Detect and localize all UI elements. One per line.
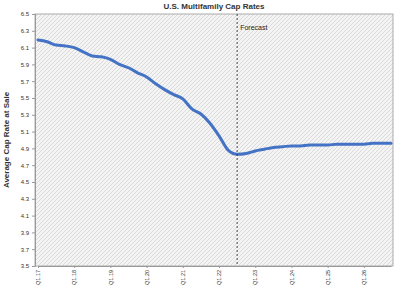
- y-tick-label: 4.1: [21, 213, 30, 219]
- y-tick-label: 5.5: [21, 95, 30, 101]
- y-tick-mark: [32, 132, 35, 133]
- x-tick: Q1.24: [289, 266, 295, 285]
- y-tick: 4.9: [21, 146, 35, 152]
- y-tick-label: 4.5: [21, 179, 30, 185]
- y-tick-label: 3.7: [21, 247, 30, 253]
- y-tick-mark: [32, 14, 35, 15]
- x-tick: Q1.26: [361, 266, 367, 285]
- x-tick: Q1.18: [71, 266, 77, 285]
- x-axis-line: [39, 266, 392, 267]
- x-tick-mark: [328, 266, 329, 268]
- x-tick: Q1.21: [180, 266, 186, 285]
- y-tick-mark: [32, 31, 35, 32]
- y-tick-label: 5.1: [21, 129, 30, 135]
- forecast-label: Forecast: [240, 24, 267, 31]
- chart: 3.5 3.7 3.9 4.1 4.3 4.5 4.7 4.9 5.1 5.3 5.5 5.7 5.9 6…: [0, 0, 400, 290]
- x-tick-mark: [74, 266, 75, 268]
- y-tick-mark: [32, 64, 35, 65]
- y-tick-label: 3.5: [21, 263, 30, 269]
- y-tick-mark: [32, 216, 35, 217]
- x-tick-mark: [110, 266, 111, 268]
- y-tick: 5.7: [21, 79, 35, 85]
- x-tick: Q1.20: [144, 266, 150, 285]
- y-tick-label: 4.7: [21, 163, 30, 169]
- y-tick-mark: [32, 148, 35, 149]
- x-tick: Q1.22: [216, 266, 222, 285]
- y-tick: 6.1: [21, 45, 35, 51]
- x-tick-label: Q1.26: [361, 270, 367, 285]
- y-tick: 6.3: [21, 28, 35, 34]
- x-tick-mark: [291, 266, 292, 268]
- y-tick-mark: [32, 182, 35, 183]
- y-axis: 3.5 3.7 3.9 4.1 4.3 4.5 4.7 4.9 5.1 5.3 5.5 5.7 5.9 6…: [21, 11, 36, 269]
- y-tick-mark: [32, 115, 35, 116]
- chart-title: U.S. Multifamily Cap Rates: [164, 2, 265, 11]
- y-tick-label: 4.3: [21, 196, 30, 202]
- x-tick-mark: [183, 266, 184, 268]
- x-tick-label: Q1.23: [252, 270, 258, 285]
- x-tick: Q1.17: [35, 266, 41, 285]
- x-tick-label: Q1.21: [180, 270, 186, 285]
- y-tick: 5.9: [21, 62, 35, 68]
- y-tick-mark: [32, 98, 35, 99]
- x-tick: Q1.19: [108, 266, 114, 285]
- y-tick-mark: [32, 232, 35, 233]
- x-tick: Q1.23: [252, 266, 258, 285]
- y-tick: 3.7: [21, 247, 35, 253]
- y-tick-label: 5.7: [21, 79, 30, 85]
- x-tick-label: Q1.22: [216, 270, 222, 285]
- plot-area: [35, 14, 393, 266]
- x-tick-mark: [364, 266, 365, 268]
- y-tick-label: 5.9: [21, 62, 30, 68]
- y-tick: 6.5: [21, 11, 35, 17]
- x-tick-mark: [147, 266, 148, 268]
- y-axis-line: [32, 15, 36, 267]
- y-tick: 4.3: [21, 196, 35, 202]
- cap-rate-line: [38, 40, 391, 154]
- x-tick-label: Q1.25: [325, 270, 331, 285]
- y-tick-mark: [32, 81, 35, 82]
- y-tick: 4.5: [21, 179, 35, 185]
- forecast-line: [237, 14, 238, 266]
- x-tick-label: Q1.19: [108, 270, 114, 285]
- y-tick-mark: [32, 199, 35, 200]
- x-tick-mark: [255, 266, 256, 268]
- y-tick-label: 6.1: [21, 45, 30, 51]
- x-tick-label: Q1.18: [71, 270, 77, 285]
- y-tick-mark: [32, 48, 35, 49]
- y-tick: 3.5: [21, 263, 35, 269]
- plot-marks: [38, 14, 391, 266]
- y-tick-mark: [32, 165, 35, 166]
- y-tick-mark: [32, 266, 35, 267]
- y-tick-label: 5.3: [21, 112, 30, 118]
- y-tick-label: 6.5: [21, 11, 30, 17]
- x-tick-mark: [219, 266, 220, 268]
- y-tick: 5.5: [21, 95, 35, 101]
- y-tick-mark: [32, 249, 35, 250]
- x-tick-label: Q1.17: [35, 270, 41, 285]
- y-tick-label: 3.9: [21, 230, 30, 236]
- y-tick: 5.3: [21, 112, 35, 118]
- x-tick-label: Q1.24: [289, 270, 295, 285]
- y-tick-label: 6.3: [21, 28, 30, 34]
- y-tick: 3.9: [21, 230, 35, 236]
- x-tick-label: Q1.20: [144, 270, 150, 285]
- y-axis-title: Average Cap Rate at Sale: [2, 91, 11, 188]
- x-axis: Q1.17 Q1.18 Q1.19 Q1.20 Q1.21 Q1.22 Q1.23 Q1.24…: [35, 266, 391, 285]
- y-tick-label: 4.9: [21, 146, 30, 152]
- y-tick: 4.1: [21, 213, 35, 219]
- y-tick: 4.7: [21, 163, 35, 169]
- y-tick: 5.1: [21, 129, 35, 135]
- x-tick-mark: [38, 266, 39, 268]
- x-tick: Q1.25: [325, 266, 331, 285]
